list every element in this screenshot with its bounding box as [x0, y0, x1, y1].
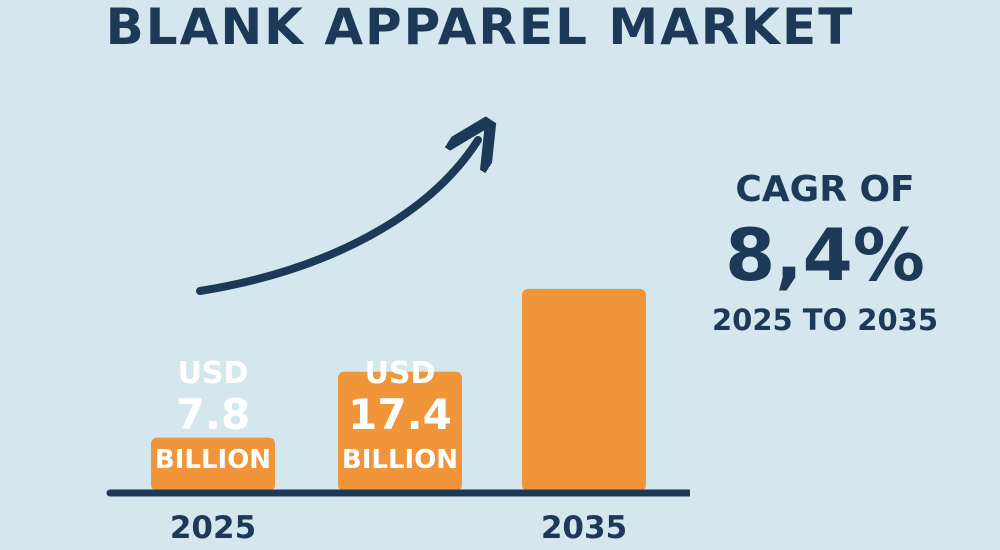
cagr-label: CAGR OF — [735, 169, 915, 210]
cagr-value: 8,4% — [725, 213, 925, 297]
x-tick-label-2035: 2035 — [541, 510, 627, 546]
bar-1-label-line-3: BILLION — [155, 445, 271, 475]
bar-1-label-line-2: 7.8 — [176, 390, 250, 439]
bar-3 — [522, 288, 646, 491]
page-title: BLANK APPAREL MARKET — [105, 0, 855, 56]
bar-2 — [338, 371, 462, 491]
cagr-callout: CAGR OF 8,4% 2025 TO 2035 — [690, 168, 960, 342]
bar-2-label-line-3: BILLION — [342, 445, 458, 475]
bar-1-label-line-1: USD — [178, 356, 249, 391]
bar-2-label-line-2: 17.4 — [348, 390, 452, 439]
x-tick-labels: 2025 2035 — [170, 510, 627, 546]
bar-2-label-line-1: USD — [365, 356, 436, 391]
trend-arrow — [196, 140, 478, 295]
x-tick-label-2025: 2025 — [170, 510, 256, 546]
cagr-period: 2025 TO 2035 — [711, 303, 939, 337]
bar-1 — [151, 437, 275, 491]
